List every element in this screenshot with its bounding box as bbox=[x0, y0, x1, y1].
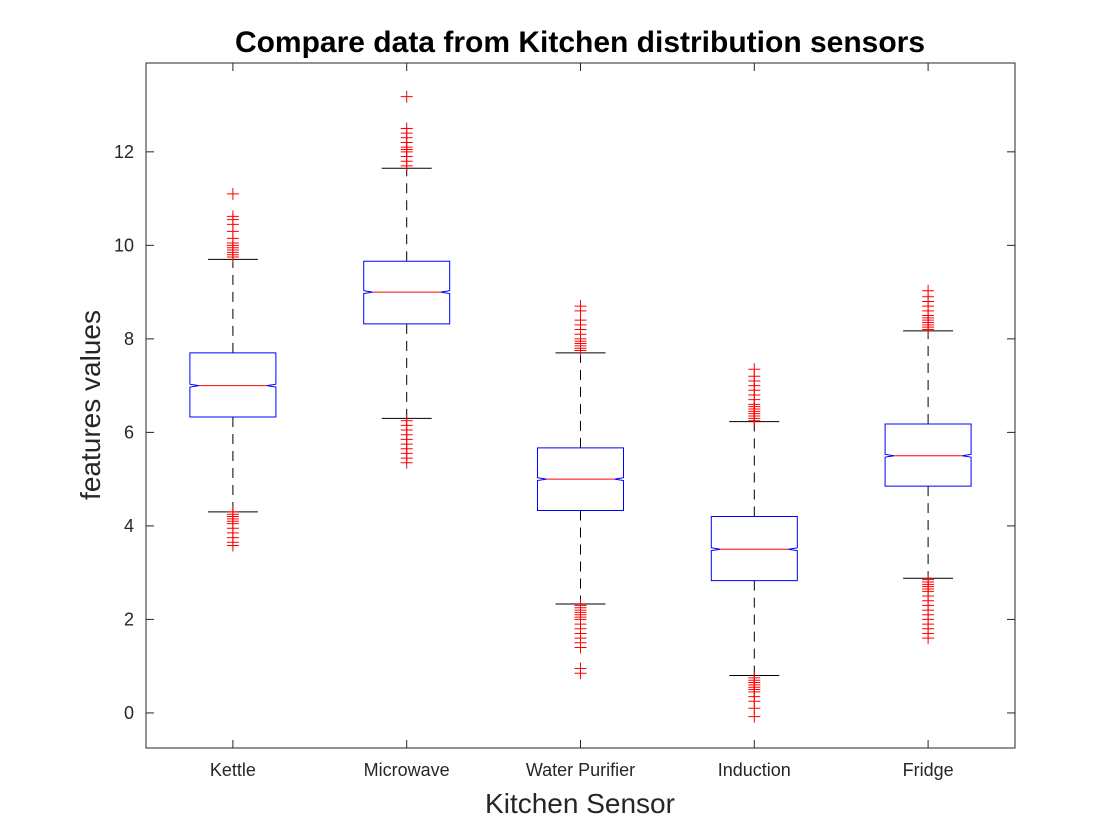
chart-title: Compare data from Kitchen distribution s… bbox=[235, 26, 925, 59]
y-tick-label: 12 bbox=[114, 142, 134, 162]
box bbox=[710, 516, 798, 582]
outlier-point bbox=[226, 210, 239, 223]
outlier-point bbox=[922, 632, 935, 645]
y-tick-label: 4 bbox=[124, 516, 134, 536]
x-tick-label: Induction bbox=[718, 760, 791, 780]
box bbox=[884, 423, 972, 487]
outlier-point bbox=[922, 284, 935, 297]
y-tick-label: 2 bbox=[124, 609, 134, 629]
x-tick-label: Microwave bbox=[364, 760, 450, 780]
x-tick-label: Water Purifier bbox=[526, 760, 635, 780]
outlier-point bbox=[574, 641, 587, 654]
outlier-point bbox=[400, 456, 413, 469]
outlier-point bbox=[748, 710, 761, 723]
outlier-point bbox=[226, 539, 239, 552]
x-tick-label: Kettle bbox=[210, 760, 256, 780]
y-axis-label: features values bbox=[75, 310, 106, 500]
y-tick-label: 8 bbox=[124, 329, 134, 349]
outlier-point bbox=[574, 300, 587, 313]
outlier-point bbox=[226, 187, 239, 200]
outlier-point bbox=[400, 90, 413, 103]
y-tick-label: 0 bbox=[124, 703, 134, 723]
outlier-point bbox=[574, 667, 587, 680]
y-tick-label: 10 bbox=[114, 235, 134, 255]
y-tick-label: 6 bbox=[124, 422, 134, 442]
box bbox=[189, 352, 277, 418]
outlier-point bbox=[400, 122, 413, 135]
plot-area: 0 2 4 6 8 10 12 Kettle Microwave Water Purifier In… bbox=[114, 62, 1016, 780]
x-axis-label: Kitchen Sensor bbox=[485, 788, 675, 819]
outlier-point bbox=[748, 363, 761, 376]
x-tick-label: Fridge bbox=[903, 760, 954, 780]
